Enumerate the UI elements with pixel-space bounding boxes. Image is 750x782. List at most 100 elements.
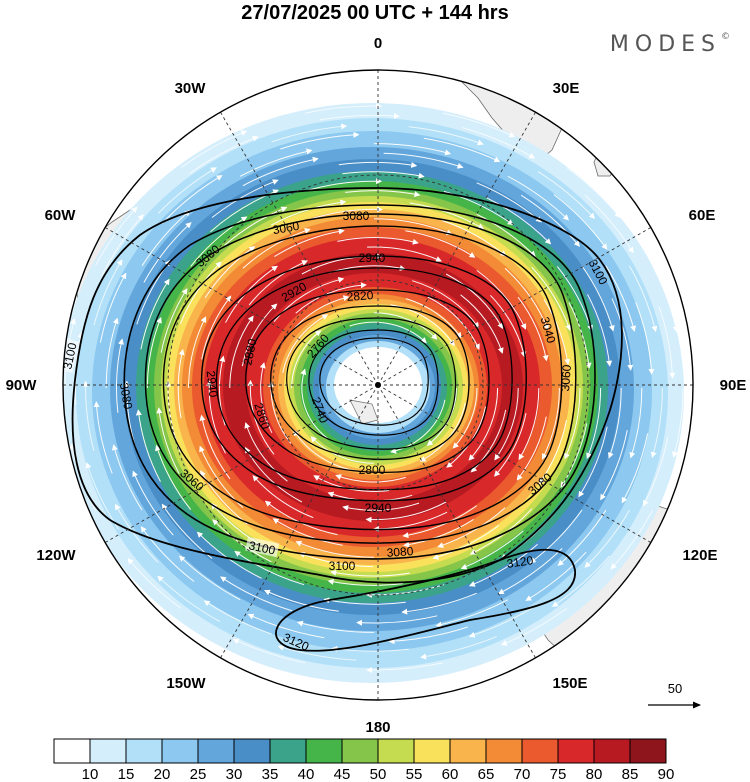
streamline-31 (460, 294, 504, 354)
streamline-18 (259, 362, 273, 434)
meridian-300 (104, 227, 379, 386)
streamline-73 (204, 246, 256, 299)
streamline-28 (244, 422, 288, 482)
streamline-136 (520, 194, 580, 247)
reference-vector: 50 (648, 681, 701, 709)
streamline-77 (564, 387, 581, 460)
streamline-20 (427, 296, 480, 351)
colorbar-label-75: 75 (550, 766, 567, 782)
streamline-110 (135, 409, 161, 482)
lon-label-60w: 60W (45, 207, 77, 224)
streamline-193 (127, 558, 182, 609)
streamline-10 (390, 304, 455, 347)
colorbar-swatch-4 (197, 738, 235, 764)
streamline-101 (146, 316, 162, 389)
streamline-113 (342, 171, 425, 179)
streamline-2 (349, 321, 427, 344)
streamline-102 (190, 216, 248, 267)
streamline-33 (365, 501, 447, 523)
contour-label-3100-south: 3100 (247, 538, 276, 557)
streamline-174 (628, 265, 658, 333)
streamline-158 (280, 131, 360, 150)
streamline-133 (143, 222, 192, 283)
streamline-85 (531, 266, 572, 331)
streamline-25 (412, 280, 479, 329)
map-border (62, 69, 694, 701)
antarctic-coast-land (349, 399, 379, 425)
streamline-184 (319, 112, 400, 121)
colorbar-label-30: 30 (226, 766, 243, 782)
streamline-79 (330, 569, 410, 577)
streamline-8 (293, 429, 358, 472)
streamline-196 (95, 206, 138, 266)
streamline-186 (584, 194, 634, 254)
streamline-76 (543, 299, 571, 366)
streamline-29 (241, 303, 278, 367)
colorbar-swatch-10 (413, 738, 451, 764)
colorbar-label-35: 35 (262, 766, 279, 782)
meridian-120 (377, 384, 652, 543)
contour-label-2940-top: 2940 (359, 251, 386, 265)
colorbar-swatch-0 (53, 738, 91, 764)
streamline-64 (188, 316, 207, 389)
lon-label-30w: 30W (175, 80, 207, 97)
streamline-90 (156, 407, 180, 474)
contour-2740 (319, 337, 429, 426)
streamline-100 (155, 444, 192, 510)
streamline-171 (271, 123, 348, 143)
reference-vector-label: 50 (668, 681, 682, 696)
streamline-197 (181, 130, 248, 168)
meridian-60 (377, 227, 652, 386)
streamline-99 (234, 550, 305, 586)
streamline-15 (405, 298, 462, 339)
streamline-191 (366, 662, 443, 674)
streamline-123 (211, 179, 279, 218)
streamline-117 (529, 509, 583, 564)
streamline-53 (403, 518, 474, 548)
streamline-182 (101, 214, 144, 277)
lon-label-60e: 60E (689, 207, 716, 224)
colorbar-label-45: 45 (334, 766, 351, 782)
colorbar-swatch-15 (593, 738, 631, 764)
streamline-150 (621, 433, 649, 504)
contour-label-2800: 2800 (359, 463, 386, 477)
colorbar-swatch-9 (377, 738, 415, 764)
streamline-42 (248, 260, 308, 306)
contour-2940 (200, 255, 527, 502)
contour-label-2880: 2880 (240, 337, 259, 366)
graticule (63, 70, 693, 700)
contour-3120 (275, 548, 576, 652)
longitude-labels: 0 30E 60E 90E 120E 150E 180 150W 120W 90… (6, 35, 747, 736)
streamline-88 (327, 579, 403, 586)
colorbar-label-20: 20 (154, 766, 171, 782)
contour-2760 (308, 329, 439, 436)
streamline-153 (247, 613, 325, 639)
streamline-127 (600, 430, 628, 501)
contour-2820 (270, 305, 470, 461)
streamline-155 (93, 401, 113, 474)
colorbar-swatch-5 (233, 738, 271, 764)
colorbar-swatch-14 (557, 738, 595, 764)
streamline-45 (518, 387, 540, 461)
colorbar-swatch-3 (161, 738, 199, 764)
colorbar-label-70: 70 (514, 766, 531, 782)
streamline-63 (199, 445, 244, 508)
streamline-1 (300, 368, 328, 439)
streamline-38 (494, 413, 527, 477)
chart-title: 27/07/2025 00 UTC + 144 hrs (241, 2, 509, 24)
streamline-118 (401, 592, 477, 615)
streamline-126 (581, 265, 615, 332)
colorbar-label-85: 85 (622, 766, 639, 782)
colorbar: 10 15 20 25 30 35 40 45 50 55 60 65 70 75 80 85 90 (53, 738, 674, 782)
streamline-169 (93, 259, 123, 326)
streamline-54 (272, 518, 343, 546)
streamline-160 (553, 194, 608, 250)
streamline-167 (115, 503, 159, 563)
streamline-57 (274, 228, 345, 258)
streamline-134 (242, 156, 319, 187)
streamline-162 (650, 387, 663, 459)
streamline-55 (199, 414, 231, 480)
streamline-143 (111, 444, 143, 511)
streamline-70 (298, 552, 373, 568)
colorbar-swatch-6 (269, 738, 307, 764)
